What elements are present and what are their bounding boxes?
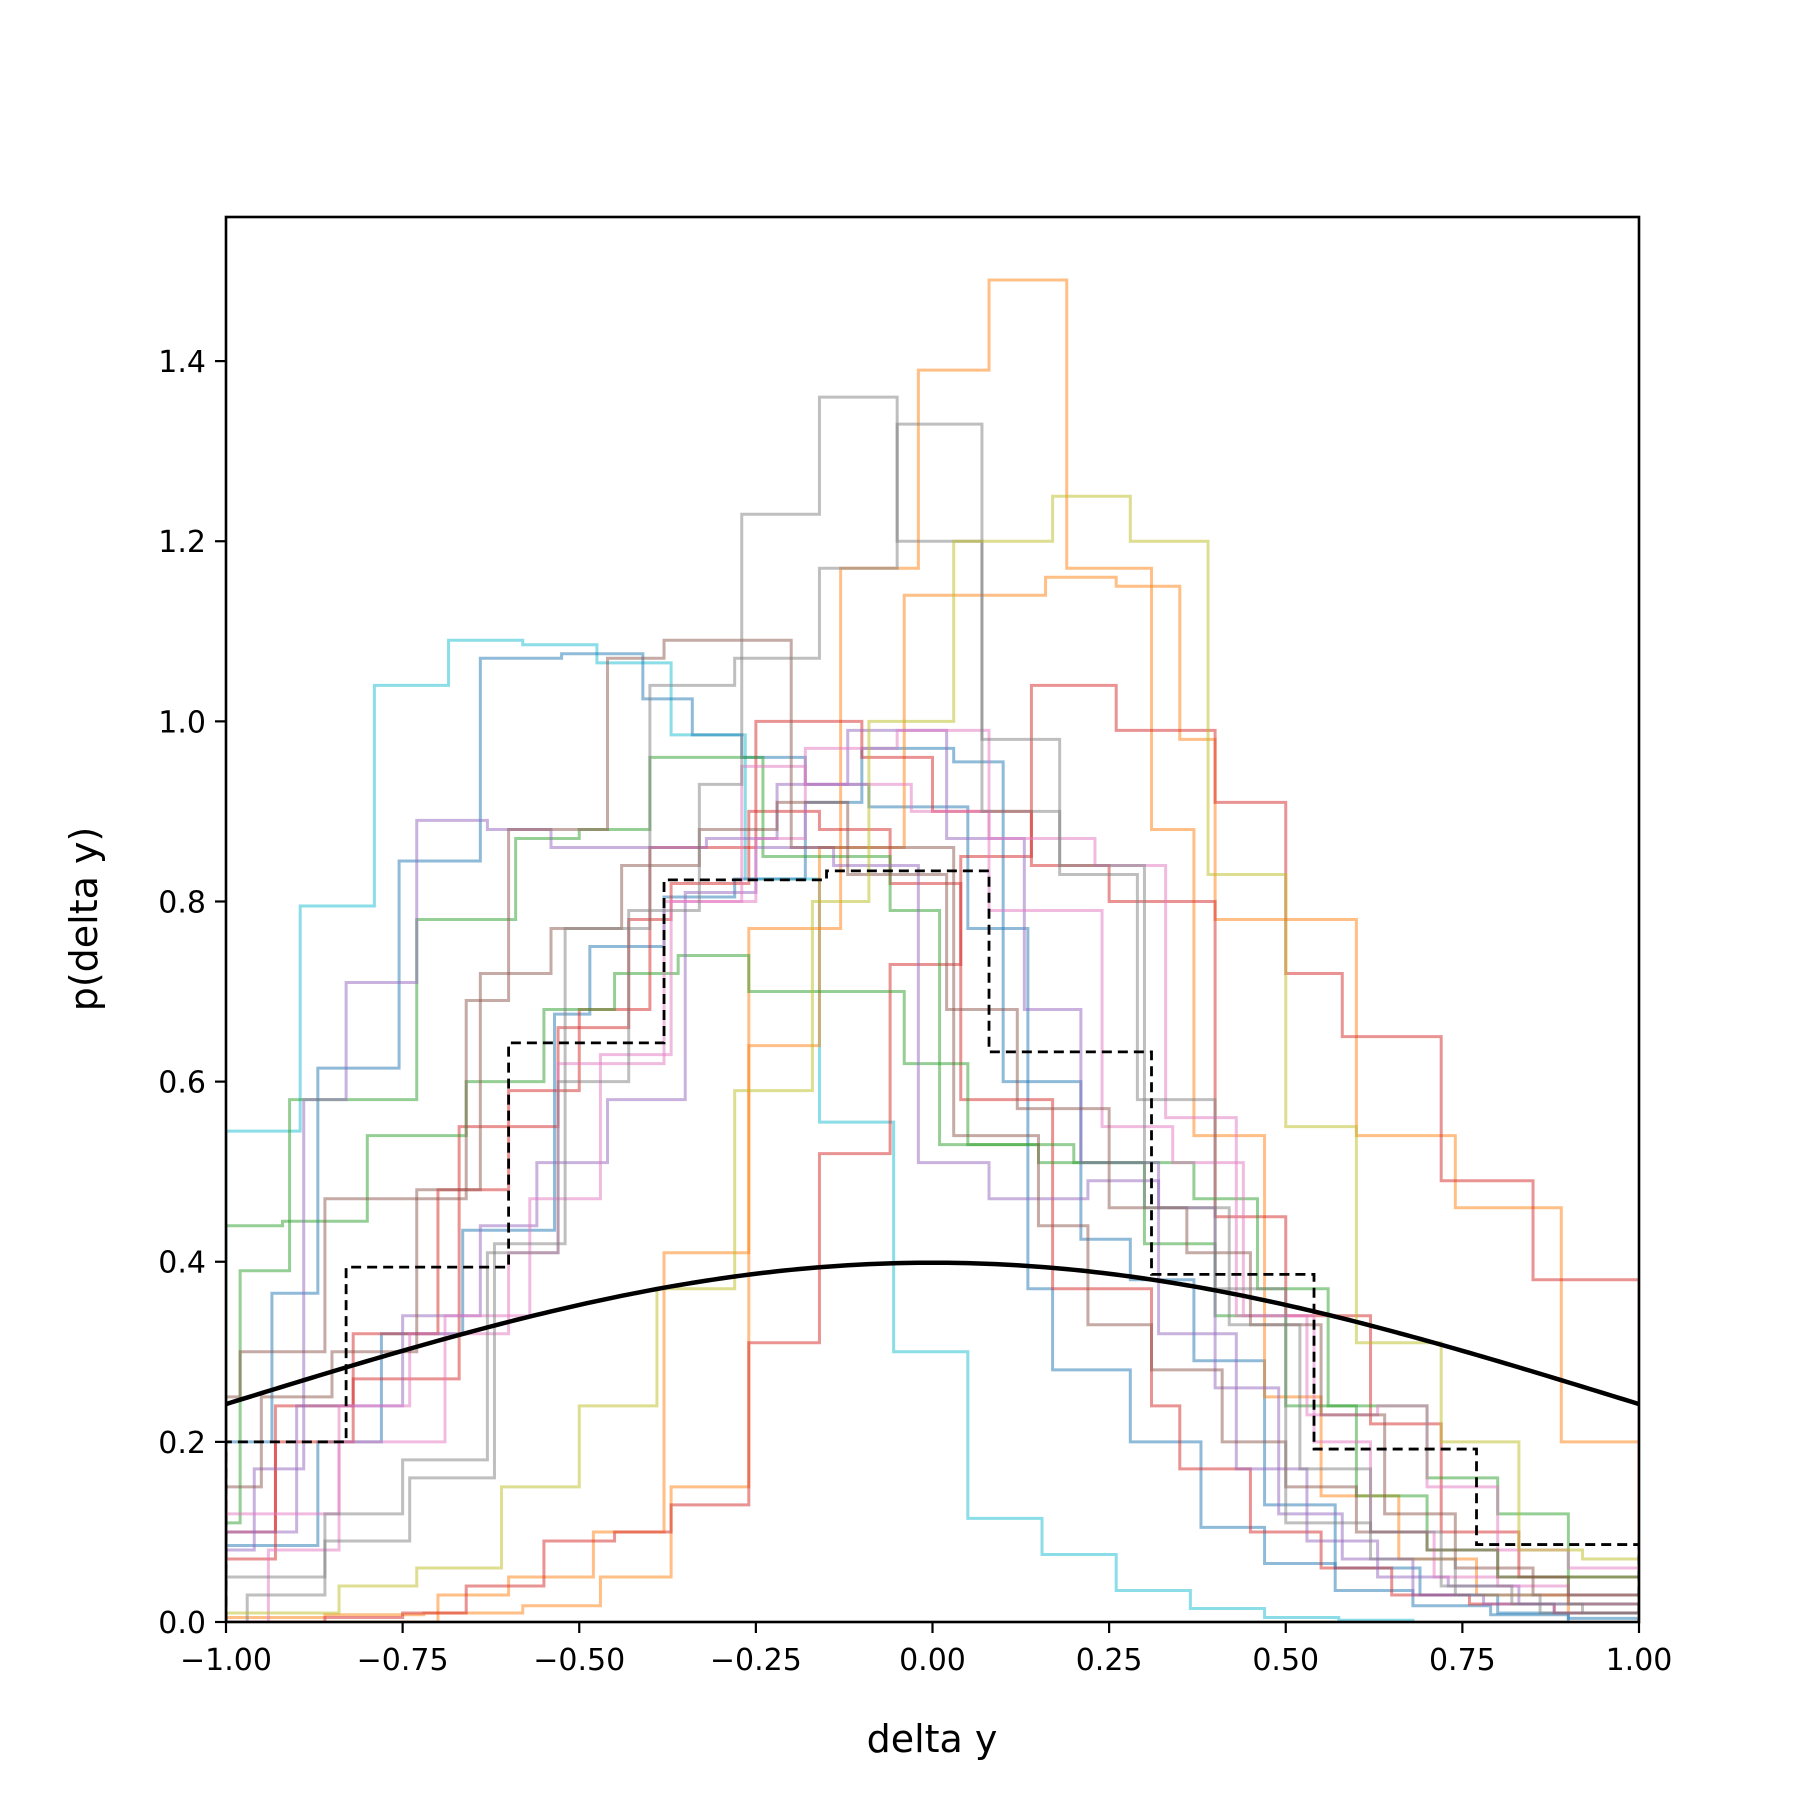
histogram-series-16 <box>226 800 1639 1622</box>
mean-histogram-dashed <box>226 869 1639 1622</box>
x-axis-label: delta y <box>867 1717 998 1761</box>
y-axis-label: p(delta y) <box>62 827 106 1012</box>
histogram-series-19 <box>226 494 1639 1622</box>
x-tick-label: 1.00 <box>1606 1643 1673 1678</box>
histogram-series-12 <box>226 845 1639 1622</box>
y-tick-label: 0.6 <box>158 1066 206 1101</box>
histogram-series-7 <box>226 683 1639 1622</box>
x-tick-label: 0.75 <box>1429 1643 1496 1678</box>
x-tick-label: −0.25 <box>710 1643 802 1678</box>
x-tick-label: 0.50 <box>1252 1643 1319 1678</box>
y-tick-label: 0.4 <box>158 1246 206 1281</box>
x-tick-label: 0.25 <box>1076 1643 1143 1678</box>
x-tick-label: −0.75 <box>357 1643 449 1678</box>
y-tick-label: 0.2 <box>158 1426 206 1461</box>
histogram-series-4 <box>226 575 1639 1622</box>
x-tick-label: −0.50 <box>533 1643 625 1678</box>
y-tick-label: 1.0 <box>158 705 206 740</box>
x-tick-label: −1.00 <box>180 1643 272 1678</box>
y-axis: 0.0 0.2 0.4 0.6 0.8 1.0 1.2 1.4 <box>158 345 226 1641</box>
histogram-series-6 <box>226 809 1639 1622</box>
series-layer <box>226 278 1639 1622</box>
y-tick-label: 0.0 <box>158 1606 206 1641</box>
histogram-series-18 <box>226 395 1639 1622</box>
histogram-series-2 <box>226 652 1639 1622</box>
y-tick-label: 1.2 <box>158 525 206 560</box>
x-tick-label: 0.00 <box>899 1643 966 1678</box>
histogram-series-3 <box>226 746 1570 1622</box>
histogram-series-15 <box>226 638 1639 1622</box>
normal-density-curve <box>226 1260 1639 1407</box>
y-tick-label: 0.8 <box>158 885 206 920</box>
histogram-series-13 <box>226 728 1639 1622</box>
y-tick-label: 1.4 <box>158 345 206 380</box>
x-axis: −1.00 −0.75 −0.50 −0.25 0.00 0.25 0.50 0.75 1.00 <box>180 1622 1672 1678</box>
